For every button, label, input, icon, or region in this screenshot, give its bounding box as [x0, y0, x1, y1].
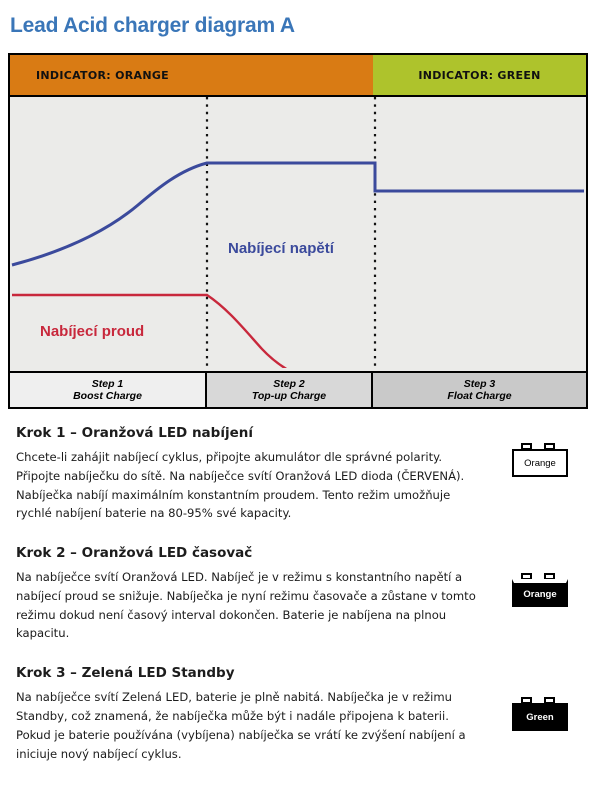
step-1-title: Step 1 — [91, 377, 124, 390]
voltage-curve — [11, 161, 584, 267]
battery-label-2: Orange — [512, 579, 568, 607]
section-step-2: Krok 2 – Oranžová LED časovač Na nabíječ… — [0, 545, 602, 643]
step-cell-2: Step 2 Top-up Charge — [207, 373, 373, 407]
charger-diagram: INDICATOR: ORANGE INDICATOR: GREEN Nabíj… — [8, 53, 588, 409]
voltage-curve-label: Nabíjecí napětí — [228, 240, 334, 257]
section-3-heading: Krok 3 – Zelená LED Standby — [16, 665, 235, 682]
steps-row: Step 1 Boost Charge Step 2 Top-up Charge… — [10, 371, 586, 407]
section-step-3: Krok 3 – Zelená LED Standby Na nabíječce… — [0, 665, 602, 763]
step-cell-1: Step 1 Boost Charge — [10, 373, 207, 407]
step-2-subtitle: Top-up Charge — [251, 390, 327, 402]
current-curve — [12, 293, 288, 368]
battery-label-3: Green — [512, 703, 568, 731]
page-right-edge — [599, 0, 602, 796]
section-1-heading: Krok 1 – Oranžová LED nabíjení — [16, 425, 253, 441]
step-3-subtitle: Float Charge — [447, 390, 512, 402]
indicator-orange: INDICATOR: ORANGE — [10, 55, 373, 95]
section-2-heading: Krok 2 – Oranžová LED časovač — [16, 545, 253, 562]
step-2-title: Step 2 — [273, 377, 305, 390]
indicator-bar: INDICATOR: ORANGE INDICATOR: GREEN — [10, 55, 586, 97]
battery-icon-green-dark: Green — [512, 697, 568, 731]
page-title: Lead Acid charger diagram A — [10, 14, 295, 37]
battery-label-1: Orange — [512, 449, 568, 477]
section-3-body: Na nabíječce svítí Zelená LED, baterie j… — [16, 690, 466, 761]
indicator-green: INDICATOR: GREEN — [373, 55, 586, 95]
chart-svg — [11, 97, 584, 368]
section-1-body: Chcete-li zahájit nabíjecí cyklus, připo… — [16, 450, 465, 521]
step-cell-3: Step 3 Float Charge — [373, 373, 586, 407]
current-curve-label: Nabíjecí proud — [40, 323, 145, 340]
battery-icon-orange-light: Orange — [512, 443, 568, 477]
steps-description-list: Krok 1 – Oranžová LED nabíjení Chcete-li… — [0, 415, 602, 763]
battery-icon-orange-dark: Orange — [512, 573, 568, 607]
chart-plot-area: Nabíjecí napětí Nabíjecí proud Cut-Off C… — [10, 97, 586, 368]
section-2-body: Na nabíječce svítí Oranžová LED. Nabíječ… — [16, 570, 476, 641]
section-step-1: Krok 1 – Oranžová LED nabíjení Chcete-li… — [0, 425, 602, 523]
step-1-subtitle: Boost Charge — [73, 390, 142, 402]
step-3-title: Step 3 — [463, 377, 496, 390]
